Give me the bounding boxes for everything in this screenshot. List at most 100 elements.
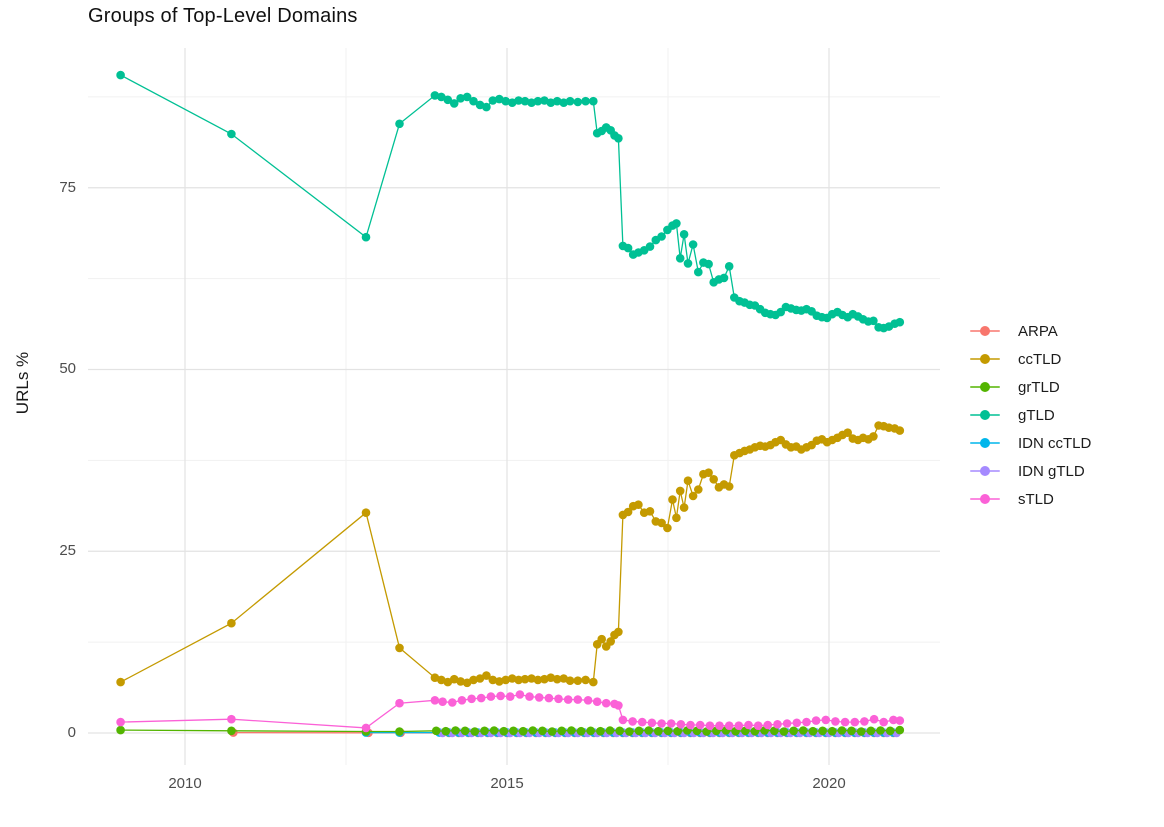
series-point-gtld [704, 259, 713, 269]
legend-key-grtld-icon [970, 378, 1000, 396]
series-point-stld [773, 720, 782, 729]
series-point-gtld [565, 96, 575, 106]
series-point-stld [637, 717, 647, 727]
series-point-stld [724, 721, 734, 730]
series-point-stld [744, 720, 753, 730]
series-point-gtld [672, 219, 681, 228]
series-point-grtld [489, 726, 499, 735]
series-point-cctld [581, 675, 590, 685]
series-point-cctld [395, 643, 404, 653]
legend-key-idn-cctld-icon [970, 434, 1000, 452]
series-point-grtld [663, 726, 673, 736]
series-point-grtld [876, 726, 885, 735]
series-point-gtld [469, 96, 478, 106]
series-point-grtld [470, 727, 480, 736]
series-point-grtld [673, 726, 682, 736]
series-point-cctld [475, 674, 485, 683]
series-point-stld [715, 721, 724, 730]
series-point-cctld [657, 518, 666, 528]
series-point-gtld [683, 259, 693, 268]
series-point-gtld [895, 317, 905, 327]
series-point-cctld [456, 677, 465, 686]
series-point-grtld [547, 727, 557, 736]
series-point-stld [476, 693, 486, 703]
series-point-stld [657, 719, 666, 728]
series-point-cctld [501, 675, 511, 685]
series-point-gtld [581, 96, 590, 106]
series-point-stld [879, 717, 888, 727]
series-point-stld [676, 720, 686, 729]
series-point-grtld [480, 726, 489, 736]
series-point-cctld [672, 513, 681, 523]
series-point-stld [628, 717, 637, 726]
chart-title: Groups of Top-Level Domains [88, 5, 358, 27]
series-point-stld [618, 715, 628, 725]
legend-item-idn-gtld: IDN gTLD [970, 462, 1091, 480]
series-point-stld [763, 720, 773, 730]
series-point-stld [705, 721, 715, 730]
series-point-stld [753, 721, 763, 730]
series-point-cctld [443, 677, 453, 687]
series-point-stld [227, 714, 236, 724]
series-point-grtld [827, 726, 837, 736]
series-point-gtld [116, 70, 125, 80]
series-point-cctld [469, 675, 478, 685]
series-point-cctld [116, 677, 125, 687]
series-point-cctld [507, 674, 517, 683]
series-point-cctld [683, 476, 693, 486]
series-point-grtld [567, 726, 576, 735]
series-point-cctld [514, 675, 523, 685]
series-point-stld [895, 716, 905, 725]
legend-label-arpa: ARPA [1018, 322, 1058, 340]
series-point-cctld [663, 523, 672, 533]
series-point-grtld [798, 726, 808, 735]
legend-key-idn-gtld-icon [970, 462, 1000, 480]
series-point-grtld [837, 726, 847, 735]
series-point-grtld [644, 726, 653, 735]
series-point-gtld [657, 232, 666, 241]
series-point-cctld [623, 507, 633, 517]
x-tick-label-2010: 2010 [168, 775, 202, 792]
series-point-stld [486, 692, 496, 701]
series-point-gtld [688, 240, 698, 249]
series-point-grtld [789, 726, 798, 736]
legend-item-grtld: grTLD [970, 378, 1091, 396]
series-point-stld [592, 697, 602, 706]
legend-label-stld: sTLD [1018, 490, 1054, 508]
series-point-stld [840, 717, 850, 727]
legend-key-cctld-icon [970, 350, 1000, 368]
series-point-gtld [443, 95, 453, 105]
series-point-stld [467, 694, 476, 704]
series-line-cctld [120, 424, 901, 684]
series-point-cctld [843, 428, 852, 438]
series-point-gtld [482, 102, 491, 112]
series-point-cctld [597, 634, 606, 644]
series-point-stld [889, 715, 898, 725]
series-point-grtld [460, 726, 470, 736]
series-point-gtld [533, 96, 543, 106]
series-point-cctld [227, 618, 236, 628]
series-point-gtld [623, 243, 633, 253]
series-point-cctld [565, 676, 575, 685]
series-point-stld [601, 698, 611, 708]
series-point-cctld [533, 675, 543, 685]
series-point-stld [734, 721, 744, 730]
series-point-cctld [645, 507, 655, 516]
series-point-gtld [869, 316, 878, 326]
series-point-cctld [527, 674, 536, 683]
series-point-stld [869, 714, 879, 724]
series-point-cctld [668, 495, 677, 504]
series-point-cctld [552, 674, 562, 684]
series-point-gtld [462, 92, 472, 102]
legend-label-gtld: gTLD [1018, 406, 1055, 424]
series-point-stld [116, 717, 125, 727]
legend-label-idn-gtld: IDN gTLD [1018, 462, 1085, 480]
series-point-cctld [709, 475, 718, 484]
series-point-grtld [518, 726, 528, 736]
series-point-cctld [488, 675, 498, 685]
series-line-gtld [120, 74, 900, 329]
series-point-stld [554, 694, 563, 704]
series-point-cctld [869, 432, 878, 441]
series-point-stld [448, 698, 457, 707]
series-point-grtld [866, 726, 876, 736]
